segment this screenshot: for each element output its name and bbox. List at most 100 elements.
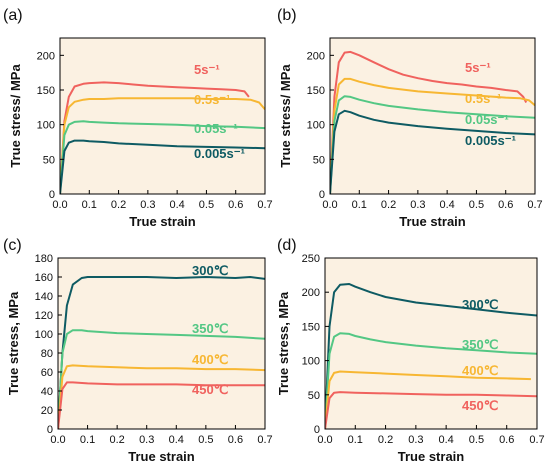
panel-label: (d): [277, 237, 297, 254]
series-label-1: 300℃: [462, 297, 498, 312]
series-line-2: [60, 97, 265, 194]
y-tick-label: 80: [41, 348, 53, 360]
series-line-3: [60, 120, 265, 194]
x-tick-label: 0.6: [498, 199, 513, 211]
series-line-1: [325, 283, 537, 429]
plot-frame: [59, 37, 266, 195]
x-axis-title: True strain: [129, 214, 196, 229]
x-tick-label: 0.1: [348, 434, 363, 446]
y-tick-label: 50: [313, 154, 325, 166]
series-line-1: [330, 50, 528, 194]
y-tick-label: 150: [37, 85, 55, 97]
x-tick-label: 0.7: [257, 199, 272, 211]
x-tick-label: 0.7: [527, 199, 542, 211]
x-tick-label: 0.4: [438, 434, 453, 446]
x-tick-label: 0.3: [140, 199, 155, 211]
x-tick-label: 0.3: [139, 434, 154, 446]
x-tick-label: 0.0: [317, 434, 332, 446]
y-tick-label: 40: [41, 386, 53, 398]
series-label-3: 400℃: [192, 352, 228, 367]
plot-background: [60, 38, 265, 194]
series-label-1: 5s⁻¹: [465, 60, 491, 75]
series-line-3: [58, 364, 265, 429]
x-tick-label: 0.0: [52, 199, 67, 211]
y-tick-label: 20: [41, 405, 53, 417]
series-label-2: 0.5s⁻¹: [465, 91, 502, 106]
y-axis-title: True stress/ MPa: [278, 64, 293, 168]
y-tick-label: 0: [319, 189, 325, 201]
series-line-4: [330, 109, 535, 194]
series-line-3: [325, 370, 531, 429]
series-label-3: 0.05s⁻¹: [194, 121, 238, 136]
series-label-4: 450℃: [462, 398, 498, 413]
y-tick-label: 50: [308, 390, 320, 402]
series-line-3: [330, 95, 535, 194]
y-tick-label: 200: [307, 50, 325, 62]
series-line-2: [330, 77, 535, 194]
x-axis-title: True strain: [128, 449, 195, 464]
y-tick-label: 100: [35, 329, 53, 341]
plot-frame: [329, 37, 536, 195]
y-axis-title: True stress/ MPa: [8, 64, 23, 168]
x-tick-label: 0.7: [257, 434, 272, 446]
y-tick-label: 250: [302, 253, 320, 265]
x-tick-label: 0.2: [111, 199, 126, 211]
x-tick-label: 0.1: [80, 434, 95, 446]
y-tick-label: 0: [47, 424, 53, 436]
chart-panel-2: 0.0 0.1 0.2 0.3 0.4 0.5 0.6 0.7 0 50 100 150 200 True…: [277, 7, 543, 229]
x-axis-title: True strain: [399, 214, 466, 229]
panel-label: (a): [3, 7, 23, 24]
series-line-4: [60, 139, 265, 194]
y-tick-label: 140: [35, 291, 53, 303]
y-tick-label: 150: [302, 321, 320, 333]
series-label-2: 350℃: [462, 337, 498, 352]
series-line-1: [60, 81, 250, 194]
panel-label: (b): [277, 7, 297, 24]
x-tick-label: 0.2: [381, 199, 396, 211]
x-tick-label: 0.2: [109, 434, 124, 446]
x-tick-label: 0.4: [169, 199, 184, 211]
series-label-1: 5s⁻¹: [194, 62, 220, 77]
series-line-2: [58, 329, 265, 429]
chart-panel-1: 0.0 0.1 0.2 0.3 0.4 0.5 0.6 0.7 0 50 100 150 200 True…: [3, 7, 273, 229]
y-tick-label: 100: [307, 120, 325, 132]
series-label-3: 0.05s⁻¹: [465, 112, 509, 127]
y-tick-label: 100: [37, 120, 55, 132]
x-tick-label: 0.3: [408, 434, 423, 446]
x-tick-label: 0.7: [529, 434, 544, 446]
y-axis-title: True stress, MPa: [276, 291, 291, 395]
plot-background: [325, 258, 537, 429]
y-tick-label: 100: [302, 356, 320, 368]
y-axis-title: True stress, MPa: [6, 291, 21, 395]
y-tick-label: 200: [37, 50, 55, 62]
x-tick-label: 0.1: [82, 199, 97, 211]
x-tick-label: 0.0: [50, 434, 65, 446]
x-tick-label: 0.6: [499, 434, 514, 446]
x-tick-label: 0.4: [169, 434, 184, 446]
x-tick-label: 0.5: [469, 199, 484, 211]
series-label-1: 300℃: [192, 263, 228, 278]
y-tick-label: 0: [314, 424, 320, 436]
series-label-2: 0.5s⁻¹: [194, 92, 231, 107]
series-line-1: [58, 276, 265, 429]
x-tick-label: 0.3: [410, 199, 425, 211]
x-tick-label: 0.2: [378, 434, 393, 446]
series-line-4: [58, 381, 265, 429]
series-line-2: [325, 332, 537, 429]
plot-background: [58, 258, 265, 429]
x-tick-label: 0.1: [352, 199, 367, 211]
chart-panel-3: 0.0 0.1 0.2 0.3 0.4 0.5 0.6 0.7 0 20 40 60 80 100 120 1…: [3, 237, 273, 464]
x-axis-title: True strain: [398, 449, 465, 464]
series-line-4: [325, 391, 537, 429]
x-tick-label: 0.6: [228, 434, 243, 446]
x-tick-label: 0.5: [198, 434, 213, 446]
y-tick-label: 0: [49, 189, 55, 201]
panel-label: (c): [3, 237, 22, 254]
y-tick-label: 120: [35, 310, 53, 322]
x-tick-label: 0.4: [439, 199, 454, 211]
chart-panel-4: 0.0 0.1 0.2 0.3 0.4 0.5 0.6 0.7 0 50 100 150 200 250 T…: [276, 237, 545, 464]
y-tick-label: 180: [35, 253, 53, 265]
series-label-4: 450℃: [192, 382, 228, 397]
y-tick-label: 50: [43, 154, 55, 166]
